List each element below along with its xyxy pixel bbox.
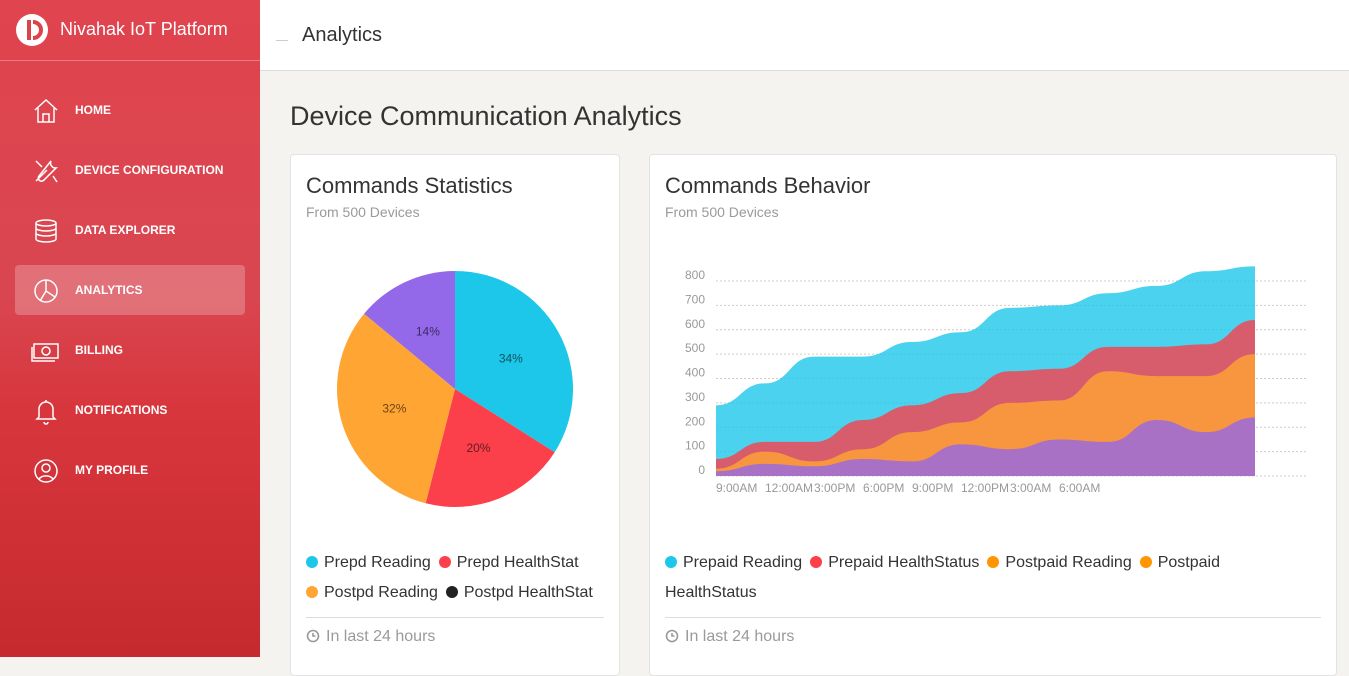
slice-label: 32% <box>382 402 406 416</box>
slice-label: 20% <box>466 441 490 455</box>
footer-text: In last 24 hours <box>326 628 436 645</box>
y-tick-label: 0 <box>698 463 705 477</box>
nav-item[interactable]: NOTIFICATIONS <box>15 385 245 435</box>
x-tick-label: 9:00PM <box>912 481 953 495</box>
x-tick-label: 12:00AM <box>765 481 813 495</box>
nav-label: NOTIFICATIONS <box>75 403 168 417</box>
legend-label: Prepd Reading <box>324 554 431 571</box>
y-tick-label: 200 <box>685 414 705 428</box>
legend-dot <box>306 586 318 598</box>
y-tick-label: 600 <box>685 317 705 331</box>
x-tick-label: 6:00PM <box>863 481 904 495</box>
legend-dot <box>306 556 318 568</box>
topbar-title: Analytics <box>302 24 383 46</box>
legend-item: Prepd Reading <box>306 548 431 578</box>
footer-text: In last 24 hours <box>685 628 795 645</box>
sidebar: Nivahak IoT Platform HOME DEVICE CONFIGUR… <box>0 0 260 657</box>
legend-label: Prepaid Reading <box>683 554 803 571</box>
card-footer: In last 24 hours <box>306 628 435 646</box>
card-footer: In last 24 hours <box>665 628 794 646</box>
brand-name: Nivahak IoT Platform <box>60 19 228 39</box>
nav-item[interactable]: DEVICE CONFIGURATION <box>15 145 245 195</box>
nav-icon <box>35 160 58 183</box>
legend-dot <box>810 556 823 568</box>
legend-label: Postpaid Reading <box>1005 554 1132 571</box>
pie-slice <box>455 271 574 453</box>
pie-slice <box>364 271 455 389</box>
brand: Nivahak IoT Platform <box>0 0 260 61</box>
card-title: Commands Statistics <box>306 173 513 198</box>
legend-dot <box>445 586 458 598</box>
nav-label: ANALYTICS <box>75 283 143 297</box>
page-title: Device Communication Analytics <box>290 101 682 131</box>
clock-icon <box>665 629 679 643</box>
menu-toggle[interactable] <box>276 40 288 41</box>
slice-label: 34% <box>499 351 523 365</box>
nav-label: HOME <box>75 103 111 117</box>
legend-item: Postpd Reading <box>306 578 438 608</box>
legend-dot <box>987 556 1000 568</box>
nav-label: BILLING <box>75 343 123 357</box>
x-tick-label: 12:00PM <box>961 481 1009 495</box>
nav-item[interactable]: DATA EXPLORER <box>15 205 245 255</box>
x-tick-label: 9:00AM <box>716 481 757 495</box>
card-subtitle: From 500 Devices <box>665 204 779 220</box>
legend-item: Prepd HealthStat <box>438 548 579 578</box>
legend-item: Postpaid Reading <box>987 554 1132 571</box>
nav-icon <box>34 459 58 483</box>
x-tick-label: 3:00PM <box>814 481 855 495</box>
pie-slice <box>337 313 455 504</box>
chart: 34% 20% 32% 14% <box>337 271 574 507</box>
legend-dot <box>1139 556 1152 568</box>
x-tick-label: 6:00AM <box>1059 481 1100 495</box>
nav-item[interactable]: ANALYTICS <box>15 265 245 315</box>
area <box>716 417 1255 476</box>
divider <box>665 617 1321 618</box>
y-tick-label: 700 <box>685 292 705 306</box>
nav-icon <box>31 343 59 362</box>
card: Commands Behavior From 500 Devices In last… <box>649 154 1337 676</box>
legend-label: Postpd HealthStat <box>463 584 593 601</box>
legend-dot <box>665 556 677 568</box>
y-tick-label: 400 <box>685 366 705 380</box>
y-tick-label: 800 <box>685 268 705 282</box>
legend-item: Postpaid HealthStatus <box>665 554 1220 601</box>
nav-label: DATA EXPLORER <box>75 223 176 237</box>
nav-icon <box>34 279 58 303</box>
nav-item[interactable]: BILLING <box>15 325 245 375</box>
y-tick-label: 100 <box>685 439 705 453</box>
y-tick-label: 500 <box>685 341 705 355</box>
slice-label: 14% <box>416 324 440 338</box>
logo <box>16 14 48 46</box>
nav-icon <box>35 219 57 243</box>
pie-slice <box>425 389 555 507</box>
y-tick-label: 300 <box>685 390 705 404</box>
nav-icon <box>35 400 57 425</box>
divider <box>306 617 604 618</box>
card-subtitle: From 500 Devices <box>306 204 420 220</box>
legend: Prepaid Reading Prepaid HealthStatus Postp… <box>665 548 1265 608</box>
legend-label: Postpaid HealthStatus <box>665 554 1220 601</box>
legend-item: Prepaid Reading <box>665 554 802 571</box>
card-title: Commands Behavior <box>665 173 871 198</box>
legend: Prepd Reading Prepd HealthStat Postpd Read… <box>306 548 606 608</box>
card: Commands Statistics From 500 Devices In la… <box>290 154 620 676</box>
legend-label: Postpd Reading <box>324 584 438 601</box>
nav-label: MY PROFILE <box>75 463 149 477</box>
legend-label: Prepd HealthStat <box>456 554 579 571</box>
legend-label: Prepaid HealthStatus <box>828 554 980 571</box>
legend-item: Postpd HealthStat <box>445 578 593 608</box>
nav-label: DEVICE CONFIGURATION <box>75 163 224 177</box>
legend-item: Prepaid HealthStatus <box>810 554 979 571</box>
topbar: Analytics <box>260 0 1349 71</box>
nav-icon <box>34 98 58 123</box>
x-tick-label: 3:00AM <box>1010 481 1051 495</box>
nav-item[interactable]: MY PROFILE <box>15 445 245 495</box>
nav-item[interactable]: HOME <box>15 85 245 135</box>
clock-icon <box>306 629 320 643</box>
legend-dot <box>438 556 451 568</box>
